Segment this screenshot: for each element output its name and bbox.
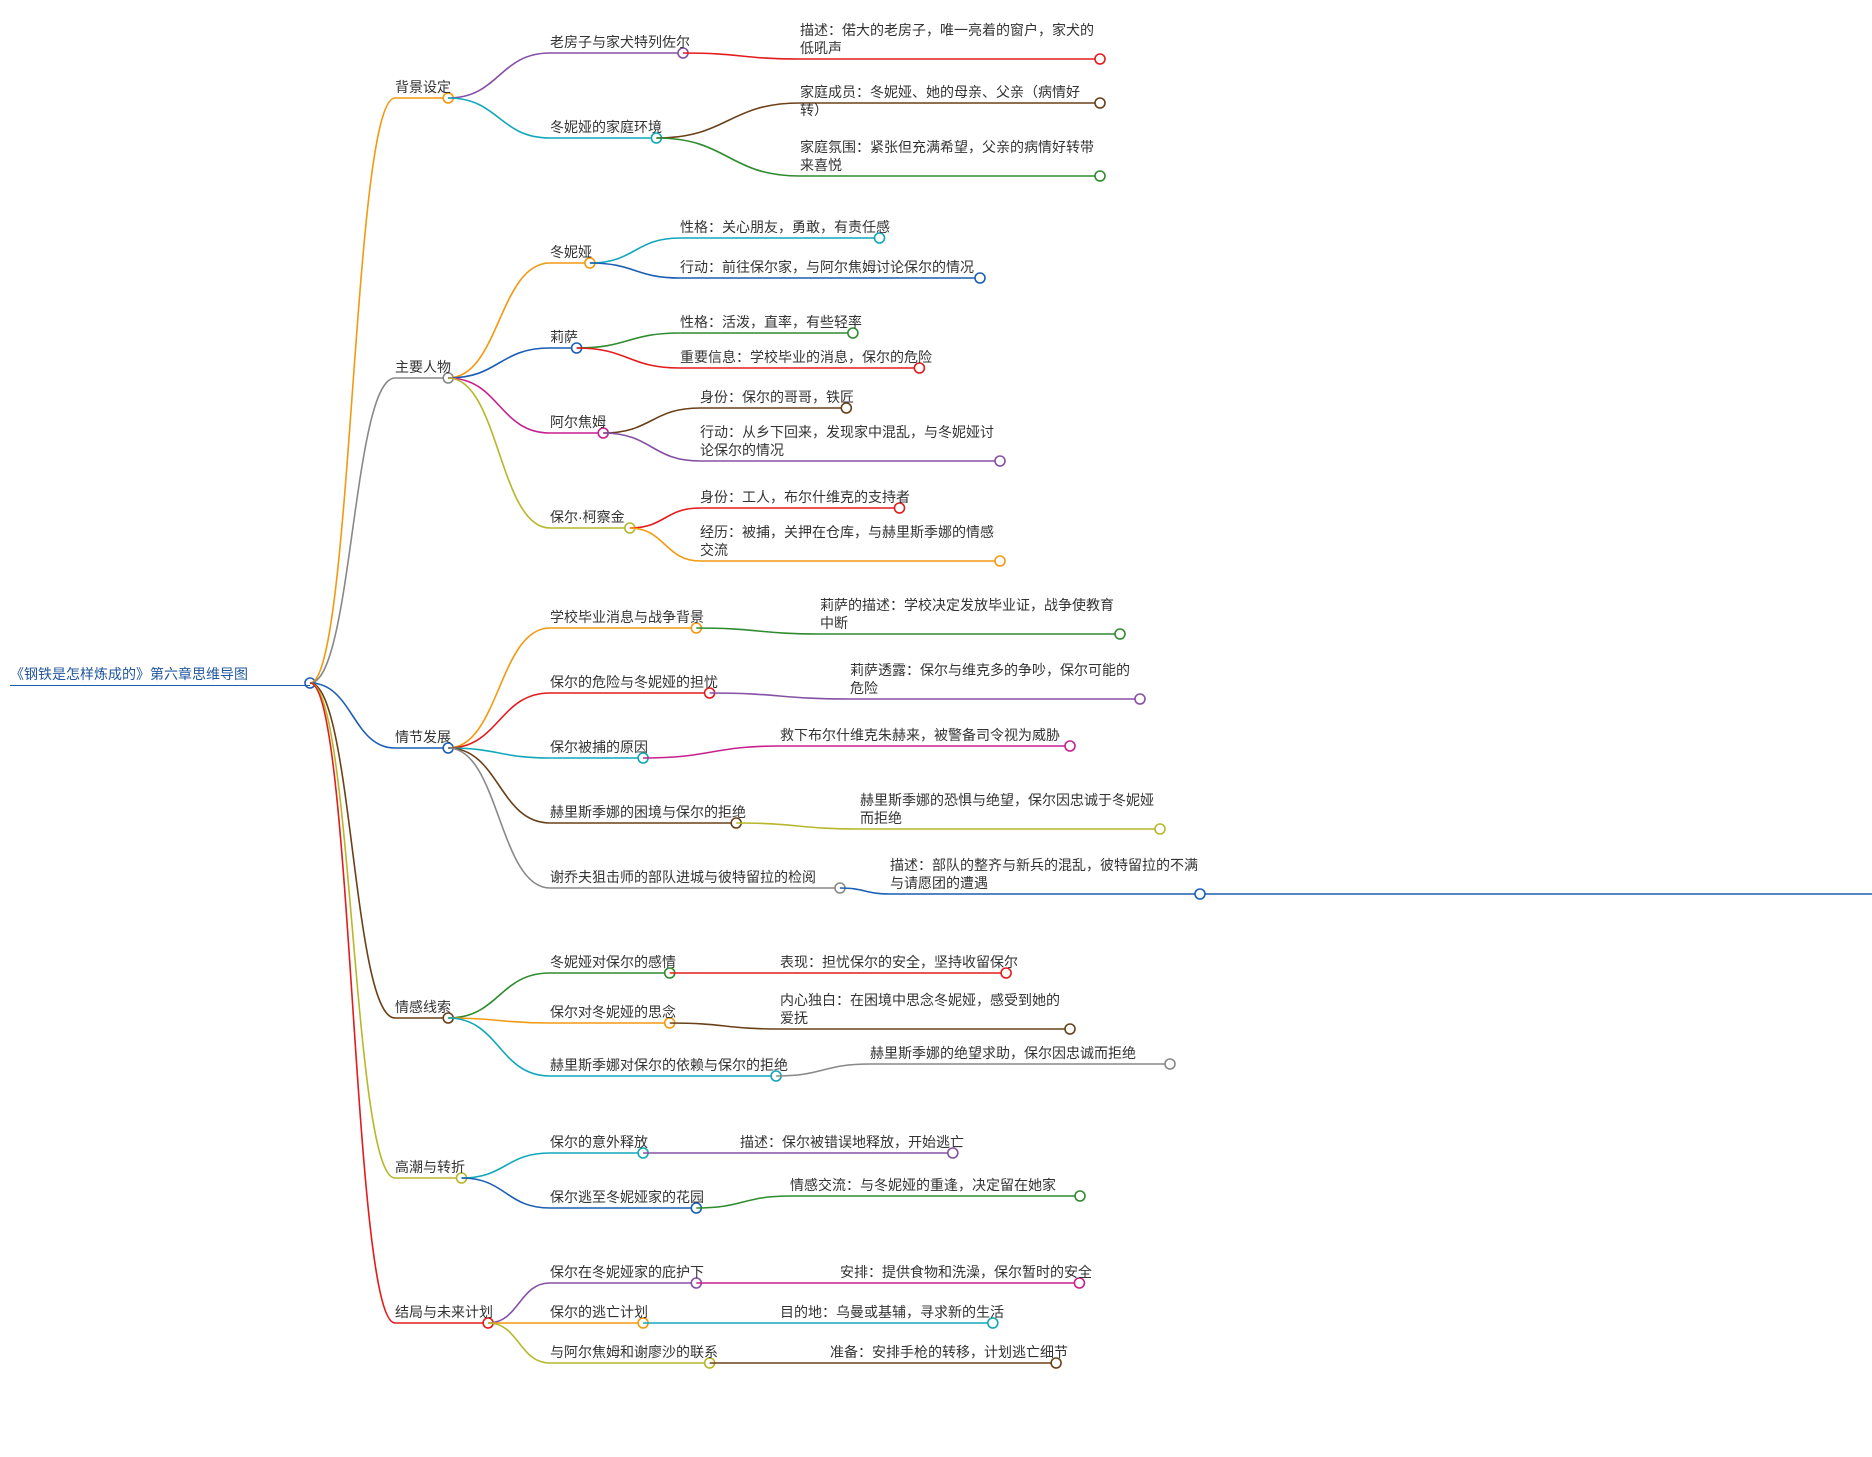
node-em1a: 表现：担忧保尔的安全，坚持收留保尔 [780,953,1018,972]
node-pl4a: 赫里斯季娜的恐惧与绝望，保尔因忠诚于冬妮娅而拒绝 [860,791,1160,828]
node-pl5a: 描述：部队的整齐与新兵的混乱，彼特留拉的不满与请愿团的遭遇 [890,856,1200,893]
node-bg2a: 家庭成员：冬妮娅、她的母亲、父亲（病情好转） [800,83,1100,120]
node-em2: 保尔对冬妮娅的思念 [550,1003,676,1022]
node-cx1: 保尔的意外释放 [550,1133,648,1152]
node-pl4: 赫里斯季娜的困境与保尔的拒绝 [550,803,746,822]
node-ch3: 阿尔焦姆 [550,413,606,432]
node-bg1: 老房子与家犬特列佐尔 [550,33,690,52]
node-ch2b: 重要信息：学校毕业的消息，保尔的危险 [680,348,932,367]
node-pl: 情节发展 [395,728,451,747]
node-em3: 赫里斯季娜对保尔的依赖与保尔的拒绝 [550,1056,788,1075]
node-en2a: 目的地：乌曼或基辅，寻求新的生活 [780,1303,1004,1322]
node-en1a: 安排：提供食物和洗澡，保尔暂时的安全 [840,1263,1092,1282]
node-bg2: 冬妮娅的家庭环境 [550,118,662,137]
node-em2a: 内心独白：在困境中思念冬妮娅，感受到她的爱抚 [780,991,1070,1028]
node-em1: 冬妮娅对保尔的感情 [550,953,676,972]
node-ch4a: 身份：工人，布尔什维克的支持者 [700,488,910,507]
node-em3a: 赫里斯季娜的绝望求助，保尔因忠诚而拒绝 [870,1044,1170,1063]
node-cx: 高潮与转折 [395,1158,465,1177]
node-ch4: 保尔·柯察金 [550,508,625,527]
node-ch: 主要人物 [395,358,451,377]
node-ch1a: 性格：关心朋友，勇敢，有责任感 [680,218,890,237]
mindmap-root: 《钢铁是怎样炼成的》第六章思维导图 [10,665,310,686]
node-ch1b: 行动：前往保尔家，与阿尔焦姆讨论保尔的情况 [680,258,980,277]
node-bg1a: 描述：偌大的老房子，唯一亮着的窗户，家犬的低吼声 [800,21,1100,58]
node-pl2: 保尔的危险与冬妮娅的担忧 [550,673,718,692]
node-pl1a: 莉萨的描述：学校决定发放毕业证，战争使教育中断 [820,596,1120,633]
node-en3a: 准备：安排手枪的转移，计划逃亡细节 [830,1343,1068,1362]
node-en2: 保尔的逃亡计划 [550,1303,648,1322]
node-bg2b: 家庭氛围：紧张但充满希望，父亲的病情好转带来喜悦 [800,138,1100,175]
node-en3: 与阿尔焦姆和谢廖沙的联系 [550,1343,718,1362]
node-cx2: 保尔逃至冬妮娅家的花园 [550,1188,704,1207]
node-pl5: 谢乔夫狙击师的部队进城与彼特留拉的检阅 [550,868,840,887]
node-pl3: 保尔被捕的原因 [550,738,648,757]
node-ch3a: 身份：保尔的哥哥，铁匠 [700,388,854,407]
node-cx1a: 描述：保尔被错误地释放，开始逃亡 [740,1133,964,1152]
node-en1: 保尔在冬妮娅家的庇护下 [550,1263,704,1282]
node-ch2a: 性格：活泼，直率，有些轻率 [680,313,862,332]
node-pl1: 学校毕业消息与战争背景 [550,608,704,627]
node-pl3a: 救下布尔什维克朱赫来，被警备司令视为威胁 [780,726,1070,745]
node-em: 情感线索 [395,998,451,1017]
node-bg: 背景设定 [395,78,451,97]
node-en: 结局与未来计划 [395,1303,493,1322]
node-ch2: 莉萨 [550,328,578,347]
node-pl2a: 莉萨透露：保尔与维克多的争吵，保尔可能的危险 [850,661,1140,698]
node-ch4b: 经历：被捕，关押在仓库，与赫里斯季娜的情感交流 [700,523,1000,560]
node-ch1: 冬妮娅 [550,243,592,262]
node-cx2a: 情感交流：与冬妮娅的重逢，决定留在她家 [790,1176,1080,1195]
node-ch3b: 行动：从乡下回来，发现家中混乱，与冬妮娅讨论保尔的情况 [700,423,1000,460]
